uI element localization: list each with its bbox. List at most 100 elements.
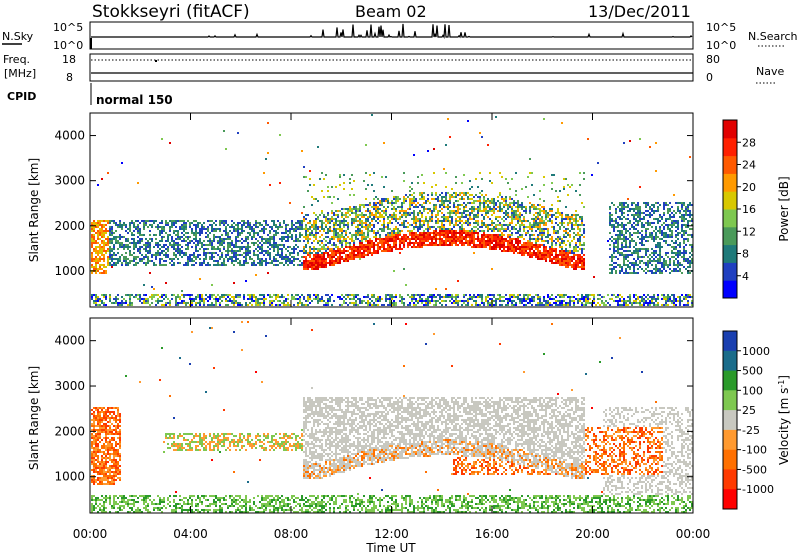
data-cell (253, 228, 255, 230)
data-cell (497, 234, 499, 236)
data-cell (531, 234, 533, 236)
data-cell (319, 254, 321, 256)
data-cell (513, 210, 515, 212)
data-cell (491, 208, 493, 210)
data-cell (131, 238, 133, 240)
data-cell (465, 232, 467, 234)
data-cell (575, 214, 577, 216)
data-cell (609, 238, 611, 240)
data-cell (235, 258, 237, 260)
data-cell (443, 224, 445, 226)
data-cell (345, 258, 347, 260)
data-cell (173, 252, 175, 254)
data-cell (375, 202, 377, 204)
data-cell (193, 224, 195, 226)
data-cell (103, 232, 105, 234)
data-cell (369, 210, 371, 212)
data-cell (287, 302, 289, 304)
data-cell (155, 220, 157, 222)
data-cell (297, 226, 299, 228)
data-cell (435, 302, 437, 304)
data-cell (477, 304, 479, 306)
data-cell (477, 232, 479, 234)
data-cell (345, 230, 347, 232)
data-cell (311, 248, 313, 250)
data-cell (505, 246, 507, 248)
data-cell (315, 218, 317, 220)
data-cell (543, 200, 545, 202)
data-cell (305, 268, 307, 270)
data-cell (361, 242, 363, 244)
data-cell (445, 144, 447, 146)
data-cell (423, 222, 425, 224)
data-cell (177, 302, 179, 304)
data-cell (103, 302, 105, 304)
data-cell (525, 206, 527, 208)
data-cell (191, 294, 193, 296)
data-cell (317, 254, 319, 256)
data-cell (221, 264, 223, 266)
data-cell (457, 220, 459, 222)
data-cell (427, 150, 429, 152)
data-cell (465, 222, 467, 224)
nsky-trace (91, 23, 693, 39)
data-cell (179, 302, 181, 304)
data-cell (381, 238, 383, 240)
data-cell (335, 218, 337, 220)
data-cell (411, 298, 413, 300)
data-cell (307, 240, 309, 242)
data-cell (371, 214, 373, 216)
data-cell (187, 302, 189, 304)
data-cell (439, 296, 441, 298)
data-cell (267, 252, 269, 254)
data-cell (301, 250, 303, 252)
data-cell (303, 228, 305, 230)
data-cell (397, 198, 399, 200)
data-cell (243, 246, 245, 248)
data-cell (511, 302, 513, 304)
data-cell (469, 238, 471, 240)
data-cell (271, 296, 273, 298)
data-cell (219, 220, 221, 222)
data-cell (99, 232, 101, 234)
data-cell (329, 256, 331, 258)
data-cell (529, 158, 531, 160)
data-cell (537, 296, 539, 298)
data-cell (521, 252, 523, 254)
data-cell (367, 232, 369, 234)
data-cell (257, 258, 259, 260)
data-cell (201, 296, 203, 298)
data-cell (485, 298, 487, 300)
data-cell (207, 244, 209, 246)
data-cell (407, 242, 409, 244)
data-cell (363, 246, 365, 248)
data-cell (133, 256, 135, 258)
data-cell (381, 298, 383, 300)
data-cell (523, 238, 525, 240)
data-cell (505, 230, 507, 232)
data-cell (503, 296, 505, 298)
data-cell (139, 250, 141, 252)
data-cell (543, 212, 545, 214)
data-cell (169, 228, 171, 230)
data-cell (507, 248, 509, 250)
data-cell (551, 174, 553, 176)
data-cell (587, 294, 589, 296)
data-cell (259, 246, 261, 248)
data-cell (245, 238, 247, 240)
data-cell (509, 202, 511, 204)
data-cell (253, 224, 255, 226)
data-cell (163, 260, 165, 262)
data-cell (455, 192, 457, 194)
data-cell (449, 296, 451, 298)
data-cell (473, 222, 475, 224)
data-cell (275, 246, 277, 248)
data-cell (509, 204, 511, 206)
data-cell (473, 242, 475, 244)
data-cell (427, 208, 429, 210)
data-cell (533, 298, 535, 300)
data-cell (469, 224, 471, 226)
data-cell (455, 302, 457, 304)
data-cell (305, 238, 307, 240)
data-cell (579, 224, 581, 226)
